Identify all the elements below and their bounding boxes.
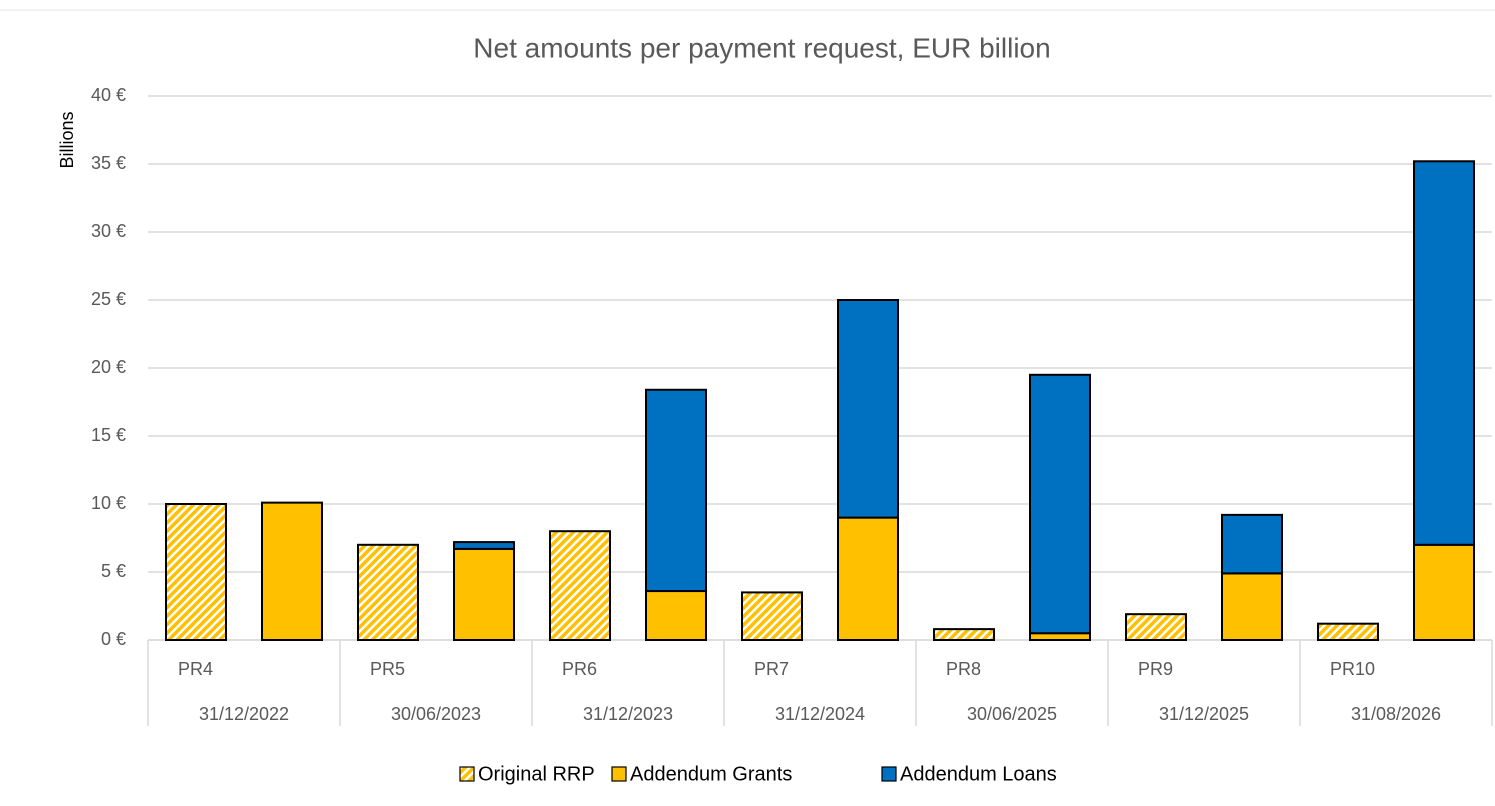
x-date-label: 30/06/2025	[967, 704, 1057, 724]
bar	[453, 541, 515, 550]
y-tick-label: 10 €	[91, 493, 126, 513]
bar	[1221, 572, 1283, 641]
bar	[453, 547, 515, 642]
x-tick-label: PR10	[1330, 659, 1375, 679]
bar	[1221, 513, 1283, 575]
x-tick-label: PR8	[946, 659, 981, 679]
y-axis-label: Billions	[57, 111, 77, 168]
bar	[837, 299, 899, 519]
bar	[645, 388, 707, 593]
legend-label: Original RRP	[478, 763, 595, 785]
bar	[1029, 632, 1091, 642]
legend-label: Addendum Grants	[630, 763, 792, 785]
y-tick-label: 20 €	[91, 357, 126, 377]
y-tick-label: 40 €	[91, 85, 126, 105]
x-tick-label: PR7	[754, 659, 789, 679]
bar	[837, 516, 899, 641]
bar	[165, 503, 227, 641]
bar	[1317, 622, 1379, 641]
legend-swatch	[459, 766, 475, 782]
x-date-label: 31/12/2023	[583, 704, 673, 724]
x-tick-label: PR6	[562, 659, 597, 679]
bar	[1125, 613, 1187, 641]
bar	[645, 590, 707, 641]
x-date-label: 30/06/2023	[391, 704, 481, 724]
x-tick-label: PR9	[1138, 659, 1173, 679]
bar	[741, 591, 803, 642]
y-tick-label: 30 €	[91, 221, 126, 241]
y-tick-label: 0 €	[101, 629, 126, 649]
y-tick-label: 25 €	[91, 289, 126, 309]
bar	[549, 530, 611, 642]
x-tick-label: PR4	[178, 659, 213, 679]
legend-label: Addendum Loans	[900, 763, 1057, 785]
x-tick-label: PR5	[370, 659, 405, 679]
x-date-label: 31/12/2022	[199, 704, 289, 724]
bar	[261, 501, 323, 642]
x-date-label: 31/12/2024	[775, 704, 865, 724]
legend-swatch	[881, 766, 897, 782]
bar	[1413, 160, 1475, 546]
legend-swatch	[611, 766, 627, 782]
bar	[933, 628, 995, 641]
bar	[357, 543, 419, 641]
y-tick-label: 5 €	[101, 561, 126, 581]
y-tick-label: 15 €	[91, 425, 126, 445]
bar	[1413, 543, 1475, 641]
bar	[1029, 373, 1091, 635]
y-tick-label: 35 €	[91, 153, 126, 173]
chart-title: Net amounts per payment request, EUR bil…	[473, 32, 1050, 63]
x-date-label: 31/08/2026	[1351, 704, 1441, 724]
x-date-label: 31/12/2025	[1159, 704, 1249, 724]
